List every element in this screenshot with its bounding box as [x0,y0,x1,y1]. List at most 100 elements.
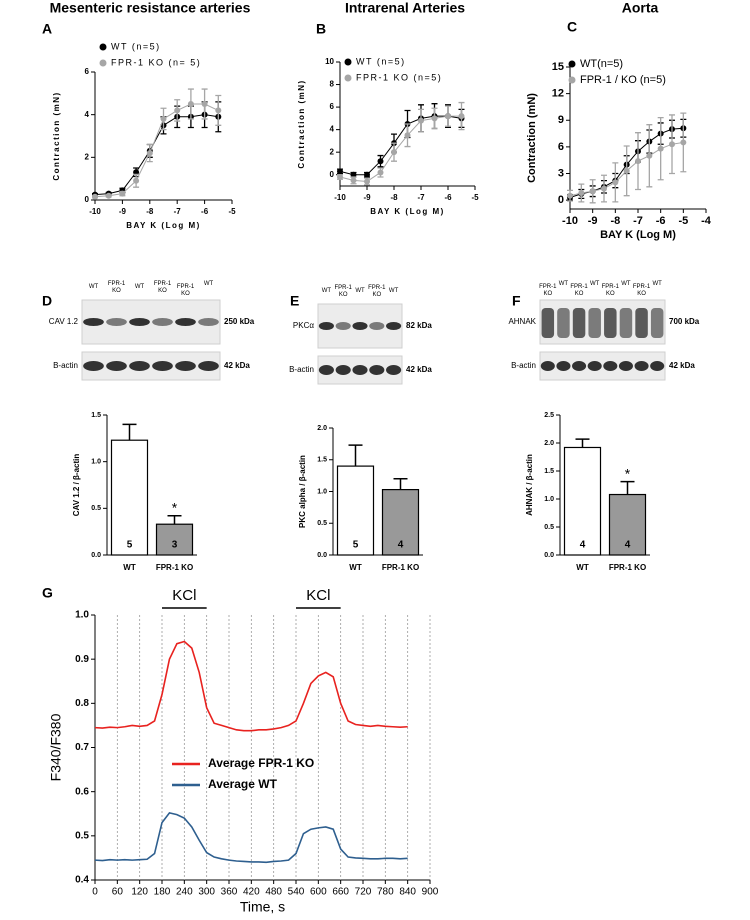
panel-letter: B [316,21,326,37]
y-tick-label: 2.5 [544,412,554,419]
blot-size-label: 700 kDa [669,317,700,326]
data-point [174,107,181,114]
series-line [339,115,462,183]
data-point [377,169,384,176]
blot-band [572,361,587,371]
data-point [350,177,357,184]
x-tick-label: WT [576,563,589,572]
y-tick-label: 1.5 [91,412,101,419]
x-tick-label: 540 [288,887,305,898]
data-point [337,173,343,180]
legend-label: FPR-1 KO (n= 5) [111,57,201,67]
x-tick-label: 240 [176,887,193,898]
y-tick-label: 1.5 [317,457,327,464]
blot-membrane [81,351,221,381]
blot-band [587,361,602,371]
blot-band [369,365,385,375]
blot-row-label: B-actin [289,365,314,374]
y-tick-label: 2.0 [317,425,327,432]
x-tick-label: 360 [221,887,238,898]
data-point [187,101,194,107]
blot-band [352,322,368,330]
x-tick-label: 120 [131,887,148,898]
panel-letter: A [42,21,52,37]
y-tick-label: 1.5 [544,468,554,475]
legend-label: FPR-1 / KO (n=5) [580,74,666,86]
legend-label: Average WT [208,777,278,791]
lane-label: FPR-1 KO [632,284,651,297]
y-axis-title: Contraction (mN) [526,93,538,183]
x-tick-label: 180 [154,887,171,898]
x-tick-label: 660 [332,887,349,898]
error-bar [393,478,408,490]
data-point [92,193,98,200]
y-tick-label: 0.0 [317,552,327,559]
blot-band [352,365,368,375]
legend-label: FPR-1 KO (n=5) [356,72,442,82]
y-tick-label: 0.5 [91,505,101,512]
error-bar [167,515,182,525]
lane-label: WT [203,281,214,287]
y-tick-label: 0 [85,195,90,204]
data-point [646,152,653,159]
data-point [133,177,140,184]
x-tick-label: -5 [471,193,479,202]
legend-label: Average FPR-1 KO [208,756,314,770]
x-tick-label: -10 [89,207,101,216]
data-point [364,178,370,185]
blot-size-label: 42 kDa [669,361,695,370]
legend-label: WT(n=5) [580,58,623,70]
lane-label: WT [88,284,99,290]
x-tick-label: -10 [562,215,578,227]
blot-band [650,361,665,371]
x-tick-label: -8 [610,215,620,227]
panel-letter: F [512,293,521,309]
x-tick-label: FPR-1 KO [382,563,419,572]
y-tick-label: 0.5 [544,524,554,531]
x-tick-label: 900 [422,887,439,898]
blot-band [106,361,127,371]
x-tick-label: 420 [243,887,260,898]
data-point [337,168,343,175]
y-tick-label: 0.5 [317,520,327,527]
blot-band [386,322,402,330]
data-point [669,141,675,148]
blot-band [604,308,617,338]
blot-band [198,361,219,371]
blot-band [619,308,633,338]
y-tick-label: 6 [330,102,335,111]
chart-title: Intrarenal Arteries [345,0,465,16]
lane-label: FPR-1 KO [176,284,195,297]
annotation: KCl [306,587,330,604]
blot-band [318,365,334,375]
y-tick-label: 0.8 [75,698,89,709]
y-tick-label: 0 [558,194,564,206]
x-tick-label: -7 [417,193,425,202]
panel-letter: E [290,293,299,309]
data-point [623,167,630,174]
error-bar [348,444,363,467]
data-point [601,185,607,192]
panel-letter: G [42,585,53,601]
blot-band [540,361,555,371]
data-point [146,150,153,157]
data-point [578,190,585,197]
bar-n-label: 5 [353,540,359,551]
lane-label: WT [388,288,399,294]
x-tick-label: 480 [265,887,282,898]
x-tick-label: -9 [363,193,371,202]
x-tick-label: 780 [377,887,394,898]
blot-band [335,322,351,330]
blot-band [588,308,601,338]
y-tick-label: 15 [552,61,564,73]
blot-row-label: B-actin [53,361,78,370]
y-tick-label: 1.0 [75,610,89,621]
blot-band [618,361,633,371]
y-tick-label: 6 [85,67,90,76]
chart-title: Mesenteric resistance arteries [50,0,251,16]
data-point [445,113,451,120]
lane-label: FPR-1 KO [153,281,172,294]
y-tick-label: 0 [330,170,335,179]
legend-marker [344,58,352,66]
lane-label: WT [590,281,600,287]
